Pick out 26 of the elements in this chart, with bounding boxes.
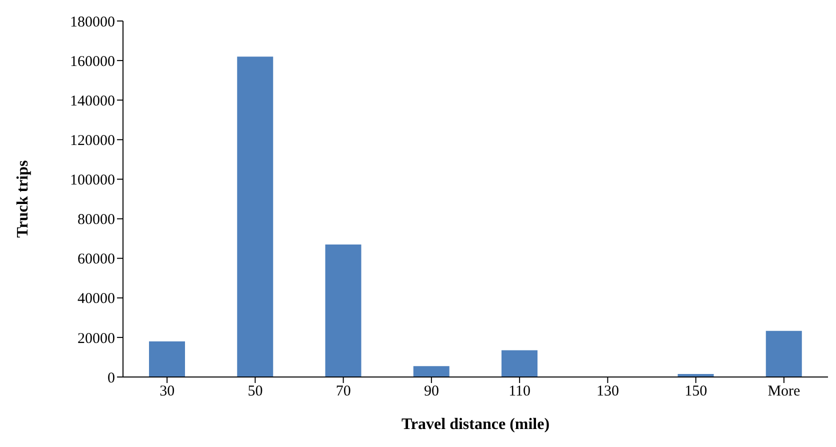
- y-tick-label: 120000: [70, 132, 115, 149]
- bar: [237, 56, 274, 377]
- bar: [502, 350, 538, 377]
- x-tick-label: More: [768, 384, 801, 400]
- x-tick-label: 90: [424, 384, 439, 400]
- y-tick-label: 0: [108, 370, 115, 386]
- y-tick-label: 140000: [70, 93, 115, 110]
- y-axis-title: Truck trips: [14, 160, 32, 238]
- bar: [413, 366, 450, 377]
- y-tick-label: 100000: [70, 172, 115, 189]
- y-tick-label: 180000: [70, 14, 115, 30]
- bar: [325, 244, 362, 377]
- x-tick-label: 110: [508, 384, 531, 400]
- bar: [766, 330, 802, 377]
- y-tick-label: 160000: [70, 54, 115, 70]
- y-tick-label: 20000: [78, 330, 115, 347]
- x-tick-label: 30: [160, 384, 175, 400]
- x-tick-label: 50: [248, 384, 263, 400]
- x-axis-title: Travel distance (mile): [401, 416, 550, 433]
- x-tick-label: 130: [596, 384, 619, 400]
- y-tick-label: 60000: [78, 252, 115, 268]
- bar: [149, 341, 185, 377]
- y-tick-label: 40000: [78, 291, 115, 308]
- y-tick-label: 80000: [78, 212, 115, 228]
- x-tick-label: 150: [684, 384, 708, 400]
- x-tick-label: 70: [336, 384, 351, 400]
